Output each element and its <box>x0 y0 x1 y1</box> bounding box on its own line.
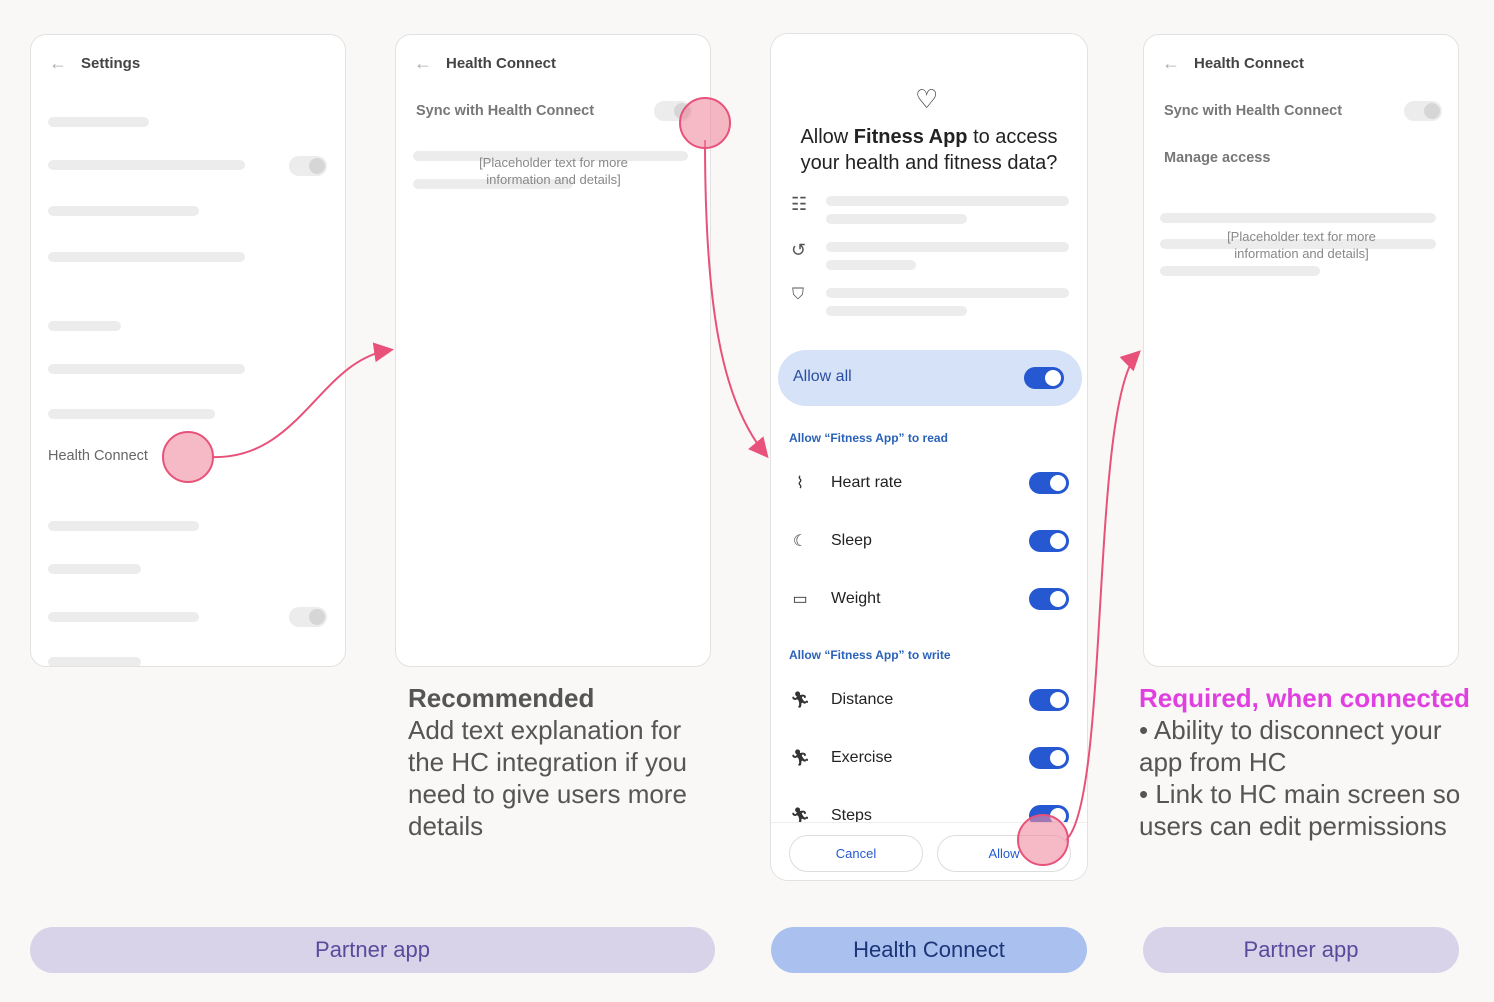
permission-label: Weight <box>831 590 881 607</box>
sleep-icon: ☾ <box>792 533 808 550</box>
read-section-label: Allow “Fitness App” to read <box>789 431 948 445</box>
health-connect-item[interactable]: Health Connect <box>48 448 148 464</box>
partner-app-label-left: Partner app <box>30 927 715 973</box>
header-title: Health Connect <box>446 55 557 72</box>
permission-label: Exercise <box>831 749 893 766</box>
skeleton-bar <box>48 206 199 216</box>
sliders-icon: ☷ <box>791 194 808 214</box>
manage-access-link[interactable]: Manage access <box>1164 150 1271 166</box>
permission-exercise[interactable]: 🏃︎ Exercise <box>789 746 1069 770</box>
skeleton-bar <box>48 564 141 574</box>
flow-arrow <box>1065 350 1141 841</box>
skeleton-bar <box>48 521 199 531</box>
toggle[interactable] <box>289 607 327 627</box>
placeholder-text: [Placeholder text for more information a… <box>479 155 628 187</box>
header: ← Health Connect <box>1162 53 1304 74</box>
allow-button[interactable]: Allow <box>937 835 1071 872</box>
skeleton-bar <box>48 252 245 262</box>
back-arrow-icon[interactable]: ← <box>414 53 432 73</box>
health-connect-logo-icon: ♡ <box>915 84 939 114</box>
skeleton-bar <box>48 364 245 374</box>
sync-label: Sync with Health Connect <box>416 103 595 119</box>
skeleton-bar <box>826 306 967 316</box>
toggle[interactable] <box>1029 472 1069 494</box>
partner-app-label-right: Partner app <box>1143 927 1459 973</box>
skeleton-bar <box>413 179 573 189</box>
permission-label: Sleep <box>831 532 872 549</box>
permission-sleep[interactable]: ☾ Sleep <box>789 529 1069 553</box>
permission-weight[interactable]: ▭ Weight <box>789 587 1069 611</box>
toggle[interactable] <box>289 156 327 176</box>
permission-title: Allow Fitness App to access your health … <box>800 126 1058 174</box>
header-title: Settings <box>81 55 141 72</box>
allow-all-label: Allow all <box>793 368 852 385</box>
permission-heart-rate[interactable]: ⌇ Heart rate <box>789 471 1069 495</box>
skeleton-bar <box>48 657 141 666</box>
partner-hc-screen: ← Health Connect Sync with Health Connect… <box>395 34 711 667</box>
run-icon: 🏃︎ <box>789 750 811 767</box>
weight-scale-icon: ▭ <box>792 591 808 608</box>
heart-rate-icon: ⌇ <box>796 475 804 492</box>
skeleton-bar <box>48 612 199 622</box>
back-arrow-icon[interactable]: ← <box>1162 53 1180 73</box>
run-icon: 🏃︎ <box>789 692 811 709</box>
recommended-note: Recommended Add text explanation for the… <box>408 682 708 842</box>
skeleton-bar <box>826 260 916 270</box>
permission-label: Distance <box>831 691 894 708</box>
shield-info-icon: ⛉ <box>792 286 805 303</box>
recommended-body: Add text explanation for the HC integrat… <box>408 715 687 841</box>
allow-all-row[interactable]: Allow all <box>778 350 1082 406</box>
cancel-button[interactable]: Cancel <box>789 835 923 872</box>
toggle[interactable] <box>1029 588 1069 610</box>
sync-label: Sync with Health Connect <box>1164 103 1343 119</box>
skeleton-bar <box>48 321 121 331</box>
skeleton-bar <box>1160 213 1436 223</box>
toggle[interactable] <box>1029 689 1069 711</box>
required-title: Required, when connected <box>1139 683 1470 713</box>
history-icon: ↺ <box>791 240 807 260</box>
settings-screen: ← Settings Health Connect <box>30 34 346 667</box>
run-icon: 🏃︎ <box>789 808 811 825</box>
allow-all-toggle[interactable] <box>1024 367 1064 389</box>
permission-label: Steps <box>831 807 872 824</box>
skeleton-bar <box>48 160 245 170</box>
partner-hc-connected-screen: ← Health Connect Sync with Health Connect… <box>1143 34 1459 667</box>
skeleton-bar <box>826 196 1069 206</box>
required-line: • Link to HC main screen so users can ed… <box>1139 779 1461 841</box>
skeleton-bar <box>826 288 1069 298</box>
header: ← Health Connect <box>414 53 556 74</box>
header: ← Settings <box>49 53 140 74</box>
health-connect-label: Health Connect <box>771 927 1087 973</box>
placeholder-text: [Placeholder text for more information a… <box>1227 229 1376 261</box>
flow-arrow <box>211 342 394 459</box>
skeleton-bar <box>48 117 149 127</box>
tap-indicator <box>1017 814 1069 866</box>
skeleton-bar <box>1160 266 1320 276</box>
recommended-title: Recommended <box>408 683 595 713</box>
required-line: • Ability to disconnect your app from HC <box>1139 715 1442 777</box>
sync-toggle[interactable] <box>1404 101 1442 121</box>
write-section-label: Allow “Fitness App” to write <box>789 648 951 662</box>
toggle[interactable] <box>1029 530 1069 552</box>
flow-arrow <box>704 139 769 459</box>
header-title: Health Connect <box>1194 55 1305 72</box>
tap-indicator <box>162 431 214 483</box>
permission-label: Heart rate <box>831 474 903 491</box>
tap-indicator <box>679 97 731 149</box>
required-note: Required, when connected • Ability to di… <box>1139 682 1484 842</box>
back-arrow-icon[interactable]: ← <box>49 53 67 73</box>
skeleton-bar <box>48 409 215 419</box>
permission-screen: ♡ Allow Fitness App to access your healt… <box>770 33 1088 881</box>
permission-distance[interactable]: 🏃︎ Distance <box>789 688 1069 712</box>
skeleton-bar <box>826 214 967 224</box>
skeleton-bar <box>1160 239 1436 249</box>
toggle[interactable] <box>1029 747 1069 769</box>
skeleton-bar <box>413 151 688 161</box>
skeleton-bar <box>826 242 1069 252</box>
